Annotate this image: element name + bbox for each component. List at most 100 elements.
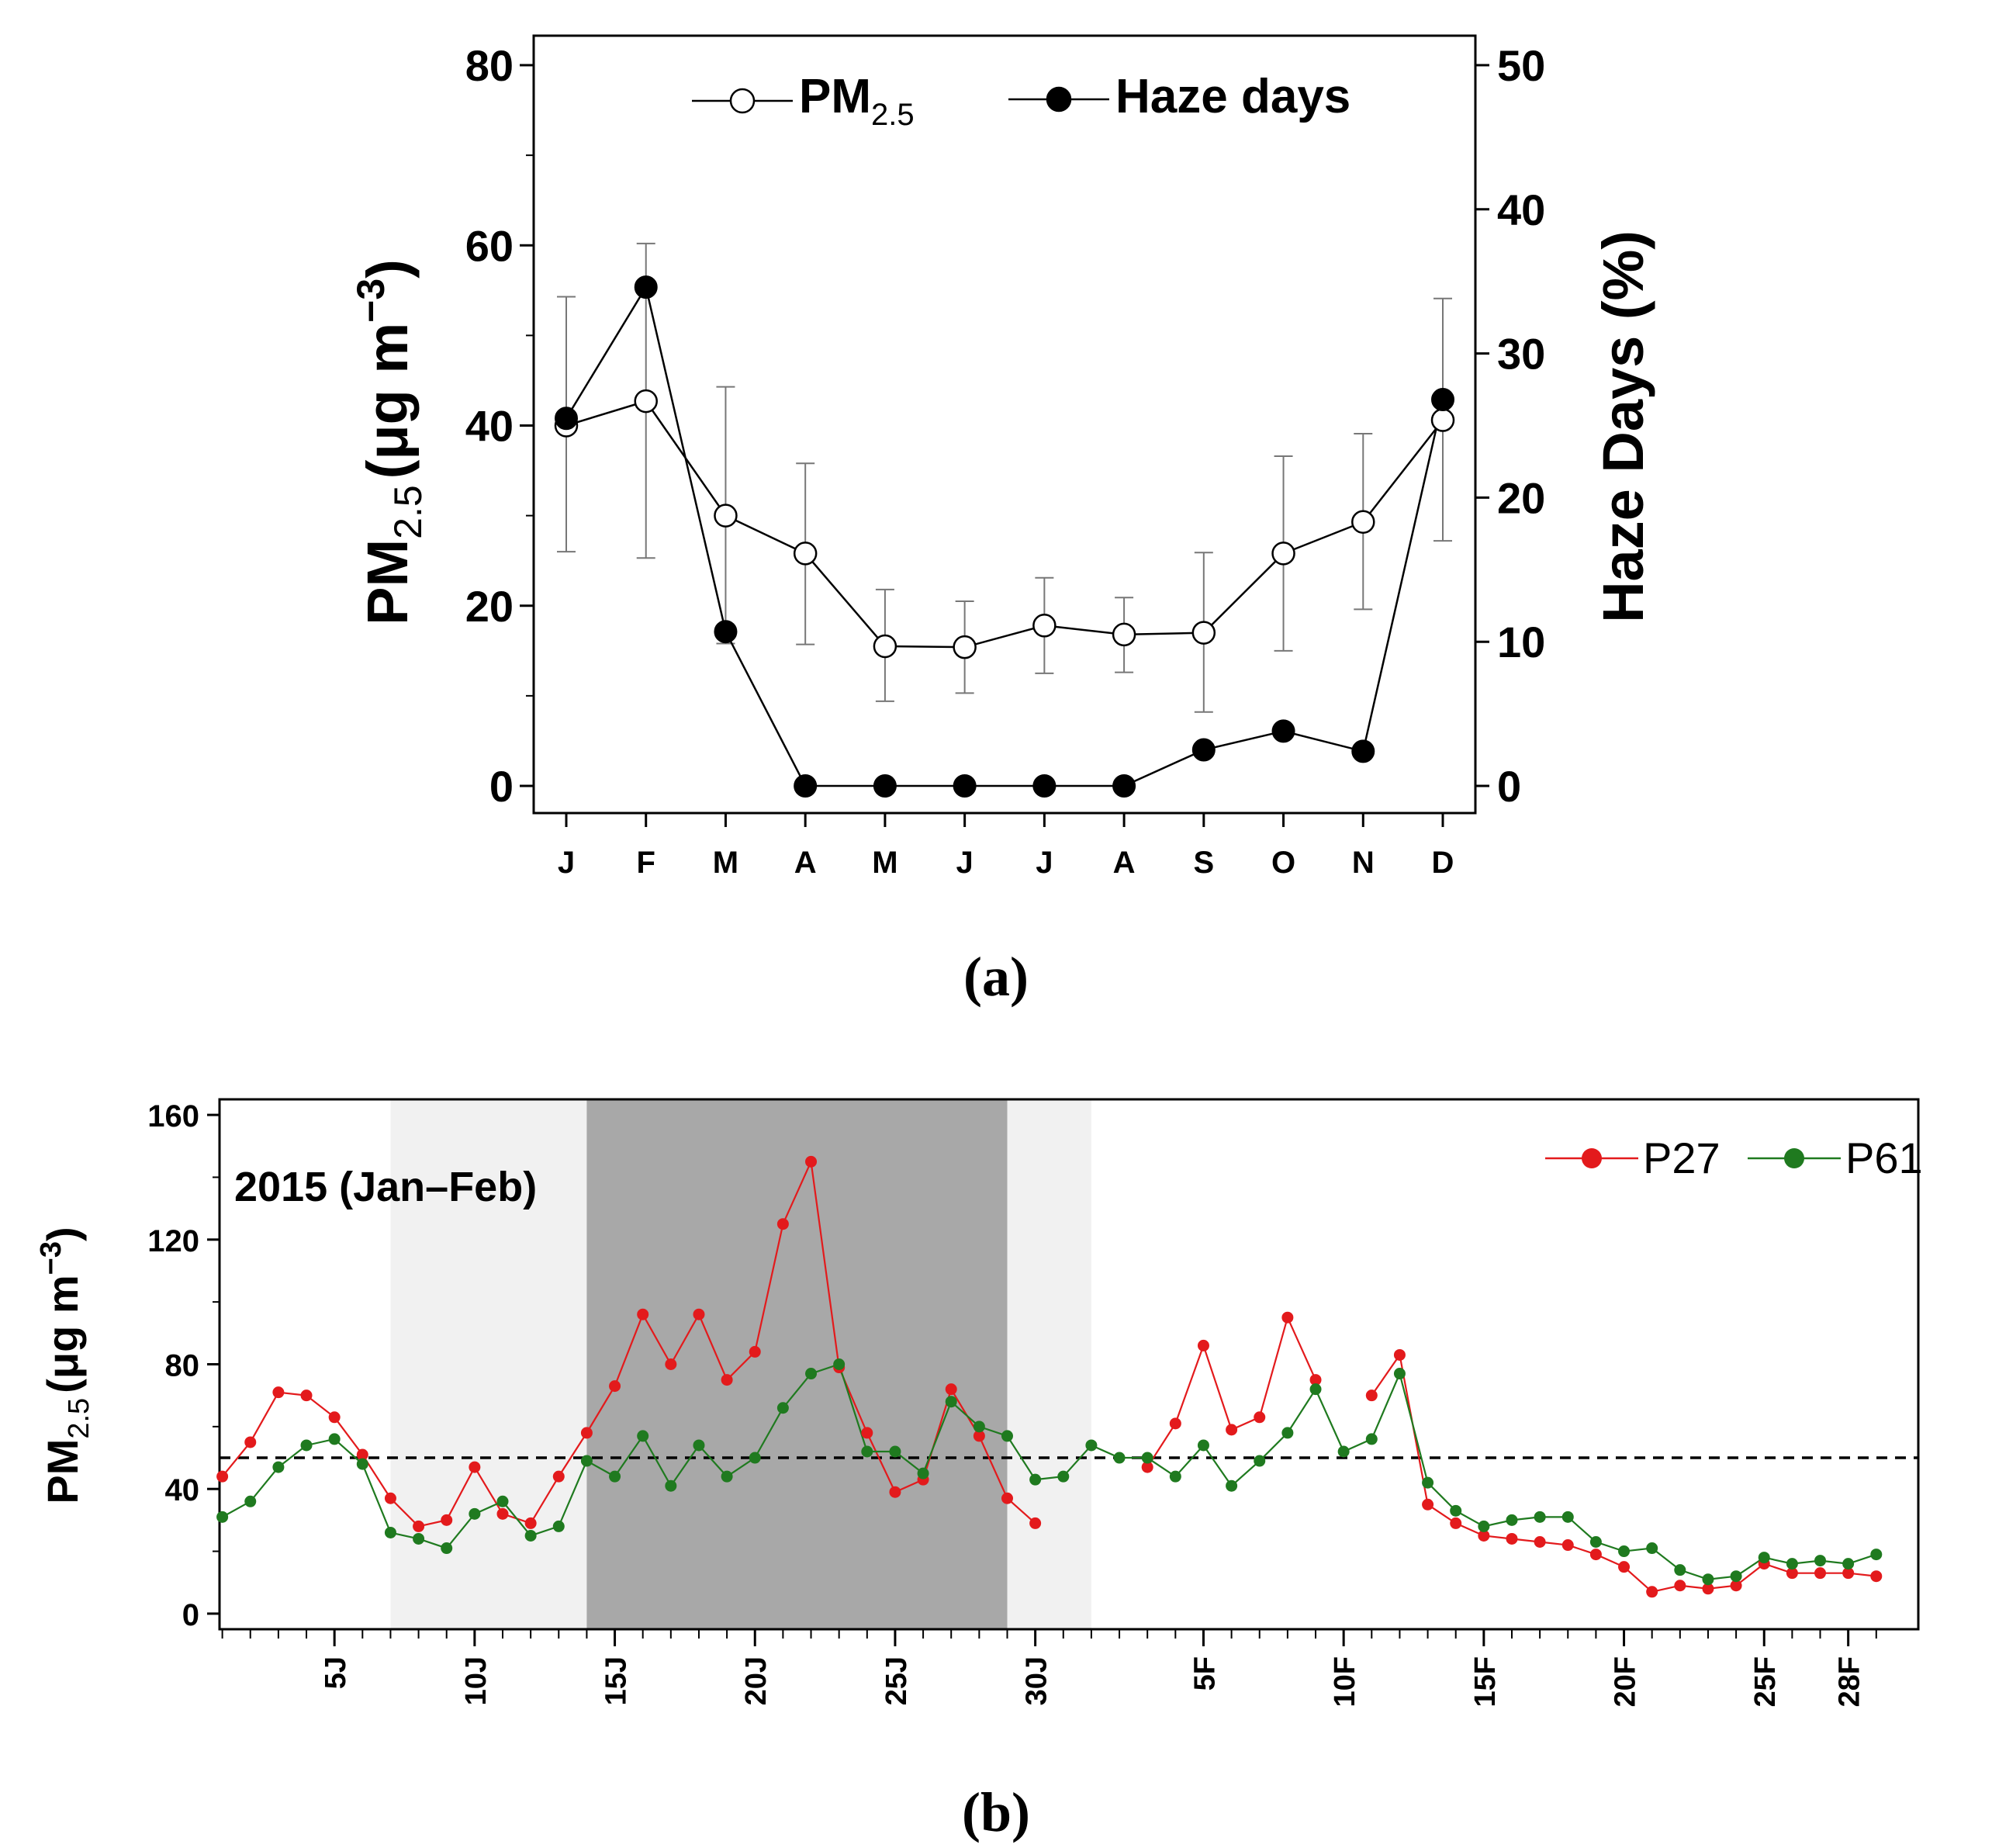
p61-point [1702, 1573, 1714, 1586]
p61-point [1029, 1473, 1042, 1486]
p27-point [889, 1486, 901, 1498]
b-ylabel-exp: −3 [35, 1241, 67, 1275]
p61-point [524, 1529, 537, 1542]
panel-a-legend: PM2.5 Haze days [692, 70, 1350, 132]
a-x-tick-label: O [1271, 846, 1295, 880]
b-ylabel-pm: PM [38, 1439, 87, 1504]
pm25-point [953, 635, 977, 659]
pm25-point [1430, 408, 1455, 432]
p27-point [1730, 1580, 1742, 1592]
p27-point [1422, 1498, 1434, 1511]
p61-point [693, 1439, 705, 1452]
b-x-tick-label: 10F [1329, 1656, 1361, 1707]
pm25-point [1191, 621, 1216, 645]
p27-point [216, 1470, 229, 1483]
a-left-tick-label: 80 [465, 41, 514, 90]
haze-days-point [1112, 774, 1136, 798]
b-ylabel-sub: 2.5 [63, 1398, 95, 1439]
p27-point [776, 1218, 789, 1230]
panel-a-series-lines [565, 284, 1444, 787]
p27-point [1393, 1348, 1406, 1361]
p61-point [1085, 1439, 1098, 1452]
b-x-tick-label: 5F [1188, 1656, 1221, 1691]
p61-point [441, 1542, 453, 1555]
caption-b: (b) [962, 1781, 1030, 1843]
p27-point [272, 1386, 285, 1399]
p27-point [1141, 1461, 1153, 1473]
panel-b-x-axis: 5J 10J 15J 20J 25J 30J 5F 10F 15F 20F 25F 28F [221, 1629, 1877, 1707]
p61-point [1618, 1545, 1631, 1558]
p27-point [1589, 1549, 1602, 1561]
b-x-tick-label: 28F [1834, 1656, 1866, 1707]
a-left-tick-label: 40 [465, 402, 514, 451]
p61-point [216, 1511, 229, 1523]
p61-point [1786, 1558, 1798, 1570]
panel-b-title: 2015 (Jan–Feb) [234, 1164, 537, 1210]
p27-point [328, 1411, 341, 1424]
haze-days-point [794, 774, 818, 798]
pm25-point [1032, 614, 1057, 638]
a-x-tick-label: N [1352, 846, 1375, 880]
b-ylabel-close: ) [38, 1227, 87, 1241]
p27-point [524, 1517, 537, 1529]
a-x-tick-label: J [558, 846, 575, 880]
p27-point [1561, 1539, 1574, 1552]
p27-series-line [1146, 1315, 1317, 1468]
b-y-tick-label: 40 [165, 1473, 200, 1507]
a-left-tick-label: 20 [465, 582, 514, 631]
p27-point [1001, 1492, 1013, 1504]
a-x-tick-label: M [872, 846, 897, 880]
p27-point [356, 1448, 368, 1461]
p61-point [973, 1421, 985, 1433]
a-x-tick-label: A [1113, 846, 1136, 880]
legend-haze-label: Haze days [1115, 70, 1350, 123]
p61-point [1254, 1455, 1266, 1467]
pm25-point [793, 542, 818, 566]
p61-point [1141, 1452, 1153, 1464]
p27-point [244, 1436, 257, 1448]
haze-days-point [1032, 774, 1057, 798]
p27-point [1786, 1567, 1798, 1580]
p27-point [469, 1461, 481, 1473]
p61-point [1730, 1570, 1742, 1583]
p61-point [749, 1452, 761, 1464]
haze-days-point [1191, 738, 1216, 762]
pm25-point [873, 634, 897, 659]
panel-b-markers [216, 1155, 1883, 1598]
p27-point [945, 1383, 957, 1396]
b-y-tick-label: 80 [165, 1349, 200, 1383]
p61-point [609, 1470, 621, 1483]
p61-point [637, 1430, 649, 1442]
legend-p27-label: P27 [1643, 1133, 1721, 1182]
legend-p61-label: P61 [1845, 1133, 1923, 1182]
a-right-tick-label: 0 [1497, 762, 1521, 811]
p61-point [1281, 1427, 1294, 1439]
b-x-tick-label: 5J [320, 1656, 352, 1689]
p27-point [384, 1492, 396, 1504]
b-x-tick-label: 10J [460, 1656, 493, 1705]
panel-a-error-bars [557, 242, 1452, 713]
p27-point [1450, 1517, 1462, 1529]
haze-days-point [953, 774, 977, 798]
p27-point [609, 1380, 621, 1393]
p61-point [496, 1495, 509, 1507]
p61-point [1337, 1445, 1350, 1458]
a-x-tick-label: F [637, 846, 655, 880]
legend-pm25-marker [729, 88, 756, 114]
p61-point [665, 1479, 677, 1492]
a-left-tick-label: 60 [465, 221, 514, 270]
pm25-point [1351, 510, 1375, 535]
p27-point [413, 1520, 425, 1532]
b-x-tick-label: 25J [880, 1656, 913, 1705]
a-right-tick-label: 20 [1497, 473, 1545, 522]
p27-point [552, 1470, 565, 1483]
p27-point [1870, 1570, 1883, 1583]
p61-point [244, 1495, 257, 1507]
panel-a-left-axis: 0 20 40 60 80 [465, 41, 534, 811]
p27-point [580, 1427, 593, 1439]
b-x-tick-label: 15J [600, 1656, 633, 1705]
p27-point [1702, 1583, 1714, 1595]
p61-point [1450, 1504, 1462, 1517]
